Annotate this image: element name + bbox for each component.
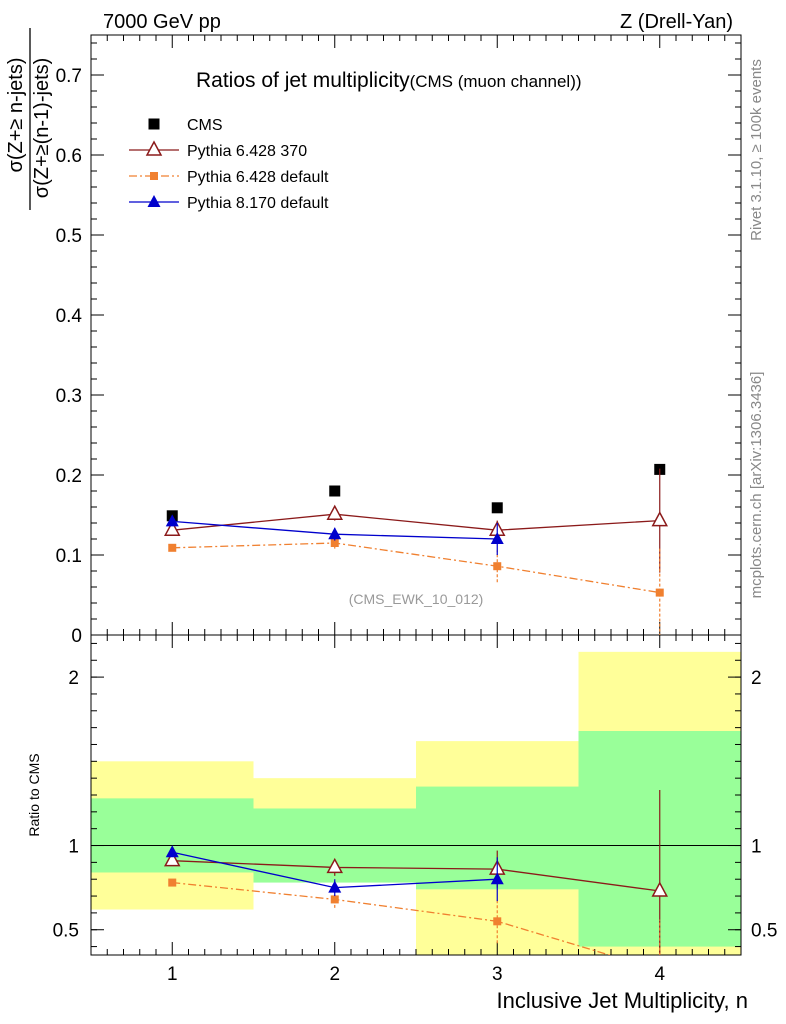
- main-y-tick-label: 0.4: [56, 306, 83, 327]
- main-series-pythia-6-428-370: [163, 468, 669, 573]
- main-y-tick-label: 0.7: [56, 66, 82, 87]
- main-point: [328, 527, 342, 540]
- ratio-point: [326, 857, 344, 874]
- header-left: 7000 GeV pp: [103, 11, 221, 33]
- main-y-tick-label: 0.3: [56, 386, 82, 407]
- main-y-label-numerator: σ(Z+≥ n-jets): [5, 58, 27, 173]
- main-point: [651, 511, 669, 527]
- main-point: [491, 502, 503, 514]
- ratio-point: [490, 872, 504, 885]
- ratio-point: [328, 880, 342, 893]
- legend-marker: [150, 172, 158, 180]
- ratio-y-tick-label-right: 0.5: [751, 921, 777, 942]
- main-point: [490, 532, 504, 544]
- ratio-y-tick-label-left: 0.5: [53, 921, 79, 942]
- main-line-pythia-6-428-default: [172, 542, 660, 594]
- main-y-tick-label: 0.1: [56, 546, 82, 567]
- main-y-tick-label: 0.6: [56, 146, 82, 167]
- ratio-point: [165, 845, 179, 858]
- main-y-label-denominator: σ(Z+≥(n-1)-jets): [31, 58, 53, 199]
- legend-marker: [148, 118, 160, 130]
- legend: CMS Pythia 6.428 370 Pythia 6.428 default P…: [129, 117, 329, 212]
- legend-marker: [145, 140, 163, 156]
- ratio-series-pythia-8-170-default: [165, 845, 504, 902]
- main-point: [168, 543, 177, 552]
- main-point: [330, 539, 339, 547]
- main-series-pythia-8-170-default: [165, 514, 504, 555]
- chart-title-main: Ratios of jet multiplicity: [196, 69, 410, 92]
- main-point: [329, 485, 341, 497]
- ratio-series-pythia-6-428-default: [168, 878, 661, 955]
- main-line-pythia-6-428-370: [172, 513, 660, 531]
- ratio-x-tick-label: 3: [492, 964, 503, 985]
- ratio-y-label: Ratio to CMS: [26, 753, 42, 836]
- ratio-y-tick-label-right: 2: [751, 668, 762, 689]
- ratio-point: [651, 881, 669, 897]
- ratio-line-pythia-6-428-370: [172, 860, 660, 892]
- mcplots-label: mcplots.cern.ch [arXiv:1306.3436]: [748, 372, 765, 599]
- main-point: [655, 588, 664, 597]
- ratio-x-tick-label: 2: [329, 964, 340, 985]
- rivet-label: Rivet 3.1.10, ≥ 100k events: [748, 59, 765, 241]
- main-series-pythia-6-428-default: [168, 537, 664, 635]
- ratio-point: [330, 895, 339, 904]
- ratio-y-tick-label-left: 1: [68, 837, 79, 858]
- main-y-tick-label: 0: [71, 626, 82, 647]
- ratio-y-tick-label-left: 2: [68, 668, 79, 689]
- main-y-tick-label: 0.2: [56, 466, 82, 487]
- chart-title: Ratios of jet multiplicity(CMS (muon cha…: [196, 69, 582, 92]
- ratio-point: [168, 878, 177, 887]
- ratio-x-tick-label: 1: [167, 964, 178, 985]
- legend-label: CMS: [187, 117, 223, 134]
- ratio-line-pythia-6-428-default: [172, 881, 612, 955]
- main-point: [326, 504, 344, 520]
- ratio-point: [493, 917, 502, 926]
- main-point: [493, 562, 502, 571]
- legend-label: Pythia 8.170 default: [187, 195, 329, 212]
- ratio-y-tick-label-right: 1: [751, 837, 762, 858]
- x-axis-label: Inclusive Jet Multiplicity, n: [497, 988, 748, 1013]
- analysis-watermark: (CMS_EWK_10_012): [349, 591, 484, 607]
- main-point: [163, 520, 181, 536]
- main-point: [165, 514, 179, 527]
- header-right: Z (Drell-Yan): [620, 11, 733, 33]
- legend-marker: [147, 195, 161, 207]
- main-y-label: σ(Z+≥ n-jets) σ(Z+≥(n-1)-jets): [5, 28, 53, 210]
- main-y-tick-label: 0.5: [56, 226, 82, 247]
- legend-label: Pythia 6.428 default: [187, 169, 329, 186]
- ratio-bands: [91, 651, 741, 955]
- ratio-point: [163, 851, 181, 867]
- main-series-cms: [166, 463, 666, 522]
- chart-title-suffix: (CMS (muon channel)): [410, 72, 582, 91]
- legend-label: Pythia 6.428 370: [187, 143, 307, 160]
- ratio-x-tick-label: 4: [654, 964, 665, 985]
